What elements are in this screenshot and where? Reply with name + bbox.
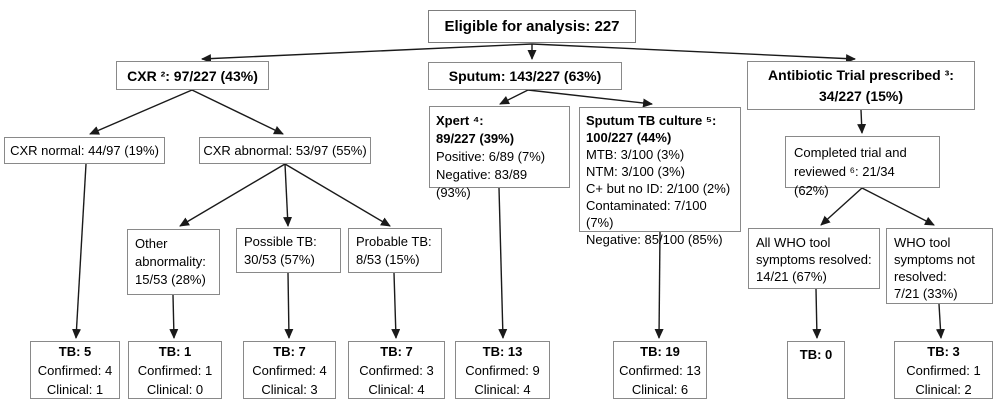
node-text: WHO tool bbox=[894, 235, 951, 250]
node-antibiotic-trial: Antibiotic Trial prescribed ³: 34/227 (1… bbox=[747, 61, 975, 110]
node-text: C+ but no ID: 2/100 (2%) bbox=[586, 181, 731, 196]
node-text: CXR normal: 44/97 (19%) bbox=[10, 143, 159, 158]
node-sputum-tb-culture: Sputum TB culture ⁵: 100/227 (44%) MTB: … bbox=[579, 107, 741, 247]
node-text: Sputum TB culture ⁵: bbox=[586, 113, 717, 128]
node-text: 30/53 (57%) bbox=[244, 252, 315, 267]
node-text: Clinical: 6 bbox=[631, 381, 689, 397]
node-text: Confirmed: 9 bbox=[465, 362, 540, 378]
node-text: Confirmed: 4 bbox=[252, 362, 327, 378]
node-text: Confirmed: 3 bbox=[359, 362, 434, 378]
node-text: Probable TB: bbox=[356, 234, 432, 249]
node-text: Xpert ⁴: bbox=[436, 113, 484, 128]
node-tb-outcome-who-resolved: TB: 0 bbox=[787, 341, 845, 399]
node-tb-outcome-other-abnormality: TB: 1 Confirmed: 1 Clinical: 0 bbox=[128, 341, 222, 399]
node-text: NTM: 3/100 (3%) bbox=[586, 164, 685, 179]
node-text: 100/227 (44%) bbox=[586, 130, 672, 145]
node-text: All WHO tool bbox=[756, 235, 831, 250]
node-text: Clinical: 3 bbox=[261, 381, 318, 397]
node-text: 15/53 (28%) bbox=[135, 272, 206, 287]
node-text: 7/21 (33%) bbox=[894, 286, 958, 301]
node-text: Negative: 83/89 (93%) bbox=[436, 167, 528, 200]
node-text: Clinical: 4 bbox=[474, 381, 531, 397]
node-text: Clinical: 0 bbox=[146, 381, 204, 397]
node-text: 14/21 (67%) bbox=[756, 269, 827, 284]
node-text: Confirmed: 4 bbox=[37, 362, 113, 378]
node-tb-outcome-cxr-normal: TB: 5 Confirmed: 4 Clinical: 1 bbox=[30, 341, 120, 399]
node-text: TB: 3 bbox=[927, 343, 960, 359]
node-text: Clinical: 2 bbox=[915, 381, 972, 397]
node-cxr-normal: CXR normal: 44/97 (19%) bbox=[4, 137, 165, 164]
node-text: Completed trial and bbox=[794, 145, 907, 160]
node-text: Contaminated: 7/100 (7%) bbox=[586, 198, 707, 230]
node-text: symptoms resolved: bbox=[756, 252, 872, 267]
node-tb-outcome-culture: TB: 19 Confirmed: 13 Clinical: 6 bbox=[613, 341, 707, 399]
node-text: Negative: 85/100 (85%) bbox=[586, 232, 723, 247]
node-tb-outcome-probable-tb: TB: 7 Confirmed: 3 Clinical: 4 bbox=[348, 341, 445, 399]
node-text: 8/53 (15%) bbox=[356, 252, 420, 267]
node-text: MTB: 3/100 (3%) bbox=[586, 147, 685, 162]
node-tb-outcome-possible-tb: TB: 7 Confirmed: 4 Clinical: 3 bbox=[243, 341, 336, 399]
node-text: TB: 19 bbox=[640, 343, 680, 359]
node-all-who-symptoms-resolved: All WHO tool symptoms resolved: 14/21 (6… bbox=[748, 228, 880, 289]
node-text: Confirmed: 13 bbox=[619, 362, 701, 378]
node-who-symptoms-not-resolved: WHO tool symptoms not resolved: 7/21 (33… bbox=[886, 228, 993, 304]
node-text: resolved: bbox=[894, 269, 947, 284]
node-probable-tb: Probable TB: 8/53 (15%) bbox=[348, 228, 442, 273]
node-text: reviewed ⁶: 21/34 (62%) bbox=[794, 164, 895, 198]
node-sputum: Sputum: 143/227 (63%) bbox=[428, 62, 622, 90]
node-text: Eligible for analysis: 227 bbox=[444, 18, 620, 35]
node-cxr-abnormal: CXR abnormal: 53/97 (55%) bbox=[199, 137, 371, 164]
node-completed-trial: Completed trial and reviewed ⁶: 21/34 (6… bbox=[785, 136, 940, 198]
node-tb-outcome-xpert: TB: 13 Confirmed: 9 Clinical: 4 bbox=[455, 341, 550, 399]
node-text: symptoms not bbox=[894, 252, 975, 267]
node-text: Confirmed: 1 bbox=[906, 362, 981, 378]
node-text: TB: 13 bbox=[482, 343, 523, 359]
node-text: TB: 5 bbox=[58, 343, 92, 359]
node-text: CXR abnormal: 53/97 (55%) bbox=[203, 143, 367, 158]
node-text: Clinical: 1 bbox=[46, 381, 104, 397]
node-text: CXR ²: 97/227 (43%) bbox=[127, 67, 258, 84]
node-possible-tb: Possible TB: 30/53 (57%) bbox=[236, 228, 341, 273]
node-tb-outcome-who-not-resolved: TB: 3 Confirmed: 1 Clinical: 2 bbox=[894, 341, 993, 399]
node-text: 89/227 (39%) bbox=[436, 131, 515, 146]
node-other-abnormality: Other abnormality: 15/53 (28%) bbox=[127, 229, 220, 295]
node-text: Other bbox=[135, 236, 168, 251]
node-text: Clinical: 4 bbox=[368, 381, 425, 397]
node-text: TB: 1 bbox=[158, 343, 192, 359]
node-text: TB: 7 bbox=[380, 343, 413, 359]
node-cxr: CXR ²: 97/227 (43%) bbox=[116, 61, 269, 90]
node-text: TB: 0 bbox=[799, 347, 833, 362]
node-text: Antibiotic Trial prescribed ³: bbox=[768, 66, 954, 83]
node-text: abnormality: bbox=[135, 254, 206, 269]
node-text: Positive: 6/89 (7%) bbox=[436, 149, 546, 164]
node-text: 34/227 (15%) bbox=[818, 87, 904, 104]
node-text: Sputum: 143/227 (63%) bbox=[448, 68, 602, 84]
node-text: Confirmed: 1 bbox=[137, 362, 213, 378]
node-text: Possible TB: bbox=[244, 234, 317, 249]
node-xpert: Xpert ⁴: 89/227 (39%) Positive: 6/89 (7%… bbox=[429, 106, 570, 200]
node-eligible-for-analysis: Eligible for analysis: 227 bbox=[428, 10, 636, 43]
node-text: TB: 7 bbox=[273, 343, 306, 359]
